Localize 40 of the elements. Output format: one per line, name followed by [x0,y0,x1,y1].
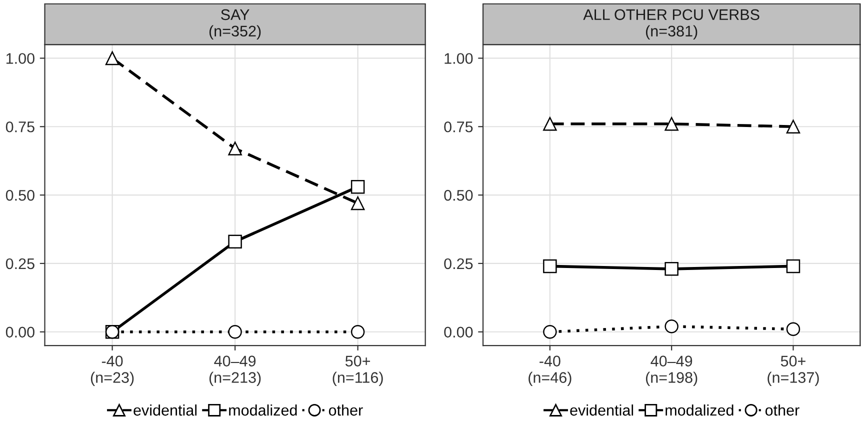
point [543,325,557,339]
point [350,325,365,339]
y-tick-label: 0.00 [444,326,473,338]
legend-label: other [328,404,363,416]
point [786,120,800,134]
point [228,325,242,339]
point [543,117,557,131]
point [228,142,242,156]
y-tick-label: 0.25 [6,258,34,270]
point [350,196,365,210]
point [664,262,678,276]
y-tick-label: 0.50 [6,190,34,201]
legend-label: evidential [570,404,634,416]
legend-label: evidential [134,404,197,416]
y-tick-label: 0.75 [444,121,473,132]
point [350,180,365,194]
x-tick-label: 40–49 (n=213) [209,356,261,386]
point [664,117,678,131]
x-tick-label: 50+ (n=137) [768,356,819,386]
chart-title: SAY (n=352) [209,9,261,40]
point [543,259,557,274]
point [105,51,120,66]
x-tick-label: -40 (n=46) [528,356,572,386]
x-tick-label: 50+ (n=116) [332,356,383,386]
y-tick-label: 0.25 [444,258,473,270]
y-tick-label: 1.00 [444,53,473,64]
y-tick-label: 0.75 [6,121,34,132]
x-tick-label: 40–49 (n=198) [646,356,698,386]
point [664,320,678,334]
legend-label: modalized [229,404,297,416]
y-tick-label: 0.50 [444,190,473,201]
point [786,259,800,274]
point [786,322,800,336]
legend-label: other [765,404,800,416]
y-tick-label: 1.00 [6,53,34,64]
chart-title: ALL OTHER PCU VERBS (n=381) [583,9,760,40]
point [228,234,242,248]
legend-label: modalized [666,404,734,416]
x-tick-label: -40 (n=23) [90,356,134,386]
y-tick-label: 0.00 [6,326,34,338]
